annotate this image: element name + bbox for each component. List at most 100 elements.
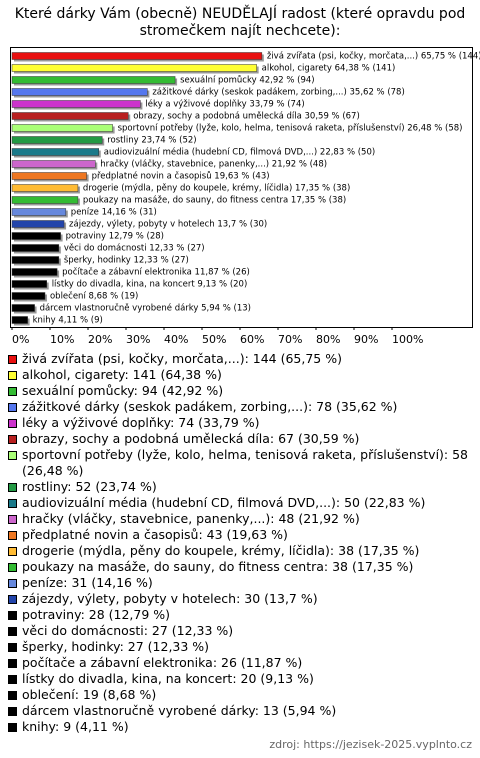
chart-title: Které dárky Vám (obecně) NEUDĚLAJÍ rados… <box>14 6 466 39</box>
legend-label: audiovizuální média (hudební CD, filmová… <box>22 495 426 510</box>
legend-label: peníze: 31 (14,16 %) <box>22 575 153 590</box>
legend-item: lístky do divadla, kina, na koncert: 20 … <box>8 671 474 687</box>
bar-label: zážitkové dárky (seskok padákem, zorbing… <box>152 87 404 98</box>
legend-swatch <box>8 611 17 620</box>
bar <box>11 124 113 132</box>
legend-item: šperky, hodinky: 27 (12,33 %) <box>8 639 474 655</box>
legend-label: rostliny: 52 (23,74 %) <box>22 479 157 494</box>
legend-item: zážitkové dárky (seskok padákem, zorbing… <box>8 399 474 415</box>
bar-label: rostliny 23,74 % (52) <box>107 136 196 146</box>
chart: 0% 10% 20% 30% 40% 50% 60% 70% 80% 90% 100% živá zv… <box>10 47 480 346</box>
x-tick-label: 10% <box>50 333 74 346</box>
bar <box>11 232 61 240</box>
legend-label: věci do domácnosti: 27 (12,33 %) <box>22 623 234 638</box>
bar <box>11 316 28 324</box>
legend-label: hračky (vláčky, stavebnice, panenky,...)… <box>22 511 360 526</box>
legend-item: předplatné novin a časopisů: 43 (19,63 %… <box>8 527 474 543</box>
legend-swatch <box>8 643 17 652</box>
bar <box>11 148 100 156</box>
bar-label: knihy 4,11 % (9) <box>33 316 103 326</box>
bar-label: oblečení 8,68 % (19) <box>50 291 138 302</box>
bar <box>11 292 46 300</box>
bar <box>11 52 263 60</box>
legend-swatch <box>8 563 17 572</box>
bar <box>11 184 79 192</box>
x-tick-label: 40% <box>164 333 188 346</box>
legend-swatch <box>8 723 17 732</box>
legend-item: hračky (vláčky, stavebnice, panenky,...)… <box>8 511 474 527</box>
legend-item: počítače a zábavní elektronika: 26 (11,8… <box>8 655 474 671</box>
x-tick-label: 20% <box>88 333 112 346</box>
legend-label: živá zvířata (psi, kočky, morčata,...): … <box>22 351 342 366</box>
bar <box>11 76 176 84</box>
legend-swatch <box>8 371 17 380</box>
bar <box>11 256 60 264</box>
bar-label: hračky (vláčky, stavebnice, panenky,...)… <box>100 159 327 170</box>
legend-swatch <box>8 499 17 508</box>
legend-label: sportovní potřeby (lyže, kolo, helma, te… <box>22 447 469 478</box>
legend: živá zvířata (psi, kočky, morčata,...): … <box>8 351 474 735</box>
x-tick-label: 50% <box>202 333 226 346</box>
plot-frame <box>10 47 473 328</box>
bar <box>11 136 103 144</box>
x-tick-label: 80% <box>316 333 340 346</box>
legend-swatch <box>8 595 17 604</box>
legend-item: věci do domácnosti: 27 (12,33 %) <box>8 623 474 639</box>
x-tick-label: 30% <box>126 333 150 346</box>
legend-swatch <box>8 531 17 540</box>
legend-item: audiovizuální média (hudební CD, filmová… <box>8 495 474 511</box>
x-tick-label: 100% <box>392 333 423 346</box>
legend-label: zájezdy, výlety, pobyty v hotelech: 30 (… <box>22 591 318 606</box>
bar <box>11 268 58 276</box>
legend-swatch <box>8 691 17 700</box>
bar <box>11 160 96 168</box>
legend-item: knihy: 9 (4,11 %) <box>8 719 474 735</box>
legend-item: živá zvířata (psi, kočky, morčata,...): … <box>8 351 474 367</box>
x-tick-label: 0% <box>12 333 29 346</box>
bar <box>11 172 87 180</box>
legend-label: počítače a zábavní elektronika: 26 (11,8… <box>22 655 303 670</box>
legend-label: zážitkové dárky (seskok padákem, zorbing… <box>22 399 398 414</box>
legend-swatch <box>8 627 17 636</box>
bar-label: živá zvířata (psi, kočky, morčata,...) 6… <box>267 51 480 62</box>
legend-swatch <box>8 419 17 428</box>
source: zdroj: https://jezisek-2025.vyplnto.cz <box>269 738 472 751</box>
legend-item: peníze: 31 (14,16 %) <box>8 575 474 591</box>
bar-label: zájezdy, výlety, pobyty v hotelech 13,7 … <box>69 220 267 230</box>
legend-label: dárcem vlastnoručně vyrobené dárky: 13 (… <box>22 703 337 718</box>
bar-label: obrazy, sochy a podobná umělecká díla 30… <box>133 112 360 122</box>
legend-item: obrazy, sochy a podobná umělecká díla: 6… <box>8 431 474 447</box>
legend-item: sexuální pomůcky: 94 (42,92 %) <box>8 383 474 399</box>
bar-label: alkohol, cigarety 64,38 % (141) <box>262 64 396 74</box>
bar-label: věci do domácnosti 12,33 % (27) <box>64 244 205 254</box>
bar-label: sportovní potřeby (lyže, kolo, helma, te… <box>118 123 463 134</box>
legend-label: knihy: 9 (4,11 %) <box>22 719 129 734</box>
bar-label: předplatné novin a časopisů 19,63 % (43) <box>92 171 270 182</box>
legend-label: oblečení: 19 (8,68 %) <box>22 687 157 702</box>
legend-label: sexuální pomůcky: 94 (42,92 %) <box>22 383 224 398</box>
legend-item: léky a výživové doplňky: 74 (33,79 %) <box>8 415 474 431</box>
legend-label: poukazy na masáže, do sauny, do fitness … <box>22 559 414 574</box>
x-tick-label: 70% <box>278 333 302 346</box>
bar-label: poukazy na masáže, do sauny, do fitness … <box>83 196 346 206</box>
bar <box>11 244 60 252</box>
legend-swatch <box>8 675 17 684</box>
legend-swatch <box>8 579 17 588</box>
bar <box>11 280 47 288</box>
legend-label: léky a výživové doplňky: 74 (33,79 %) <box>22 415 260 430</box>
bar <box>11 208 67 216</box>
legend-swatch <box>8 707 17 716</box>
legend-swatch <box>8 435 17 444</box>
bar-label: sexuální pomůcky 42,92 % (94) <box>180 75 315 86</box>
bar-label: dárcem vlastnoručně vyrobené dárky 5,94 … <box>40 303 251 314</box>
legend-label: šperky, hodinky: 27 (12,33 %) <box>22 639 210 654</box>
legend-swatch <box>8 547 17 556</box>
legend-swatch <box>8 483 17 492</box>
legend-item: dárcem vlastnoručně vyrobené dárky: 13 (… <box>8 703 474 719</box>
legend-item: potraviny: 28 (12,79 %) <box>8 607 474 623</box>
legend-label: potraviny: 28 (12,79 %) <box>22 607 171 622</box>
bar-label: audiovizuální média (hudební CD, filmová… <box>104 147 375 158</box>
x-tick-label: 60% <box>240 333 264 346</box>
bar-label: drogerie (mýdla, pěny do koupele, krémy,… <box>83 183 350 194</box>
